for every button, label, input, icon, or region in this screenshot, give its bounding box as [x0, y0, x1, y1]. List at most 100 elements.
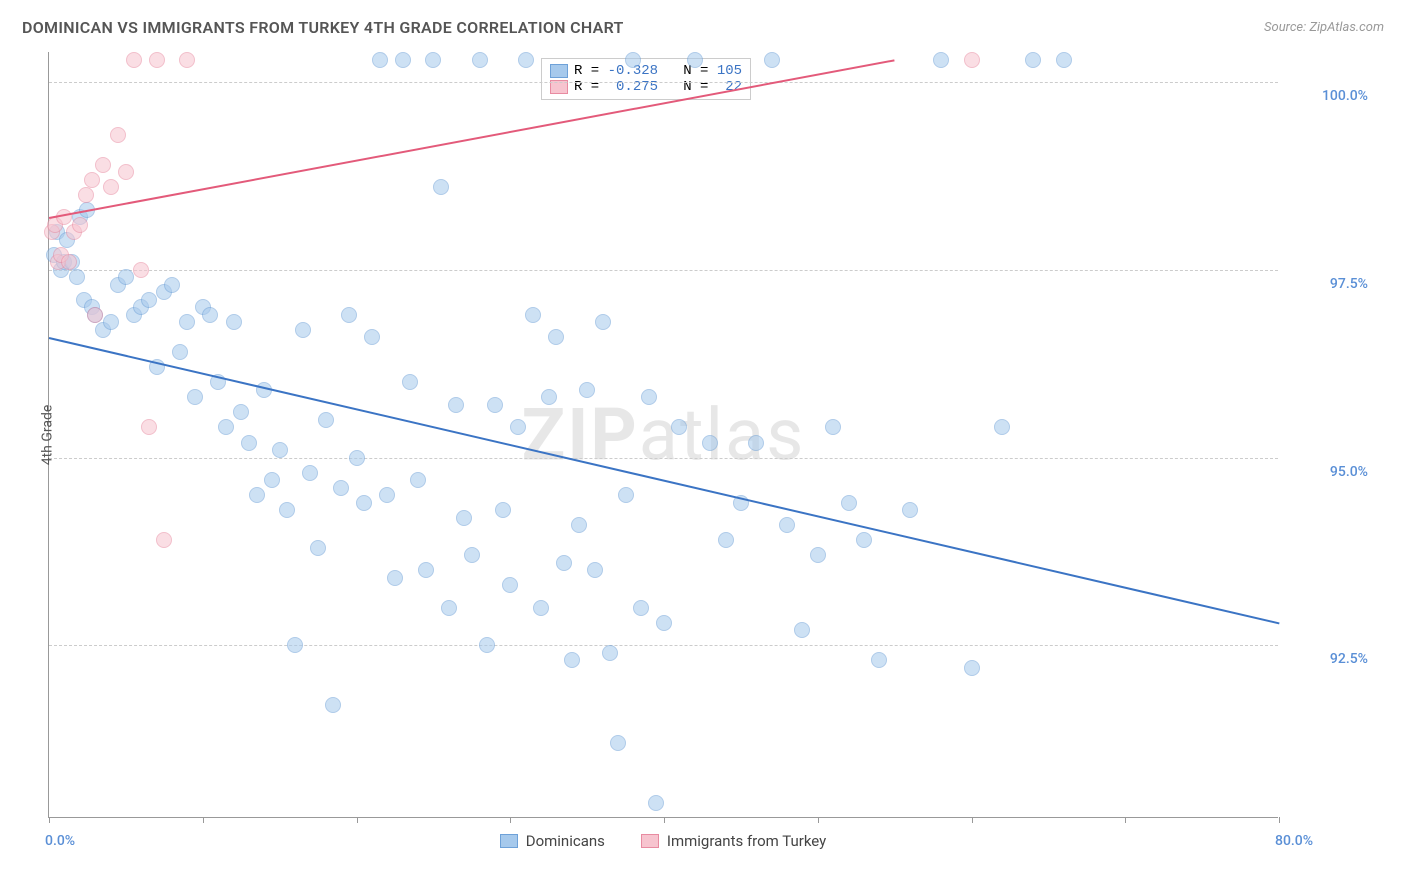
legend-swatch [500, 834, 518, 848]
data-point [687, 52, 703, 68]
data-point [579, 382, 595, 398]
data-point [779, 517, 795, 533]
data-point [556, 555, 572, 571]
data-point [456, 510, 472, 526]
data-point [433, 179, 449, 195]
gridline [49, 458, 1278, 459]
data-point [856, 532, 872, 548]
data-point [233, 404, 249, 420]
y-tick-label: 97.5% [1288, 276, 1368, 292]
data-point [441, 600, 457, 616]
data-point [541, 389, 557, 405]
gridline [49, 82, 1278, 83]
data-point [610, 735, 626, 751]
data-point [241, 435, 257, 451]
legend-swatch [641, 834, 659, 848]
data-point [1056, 52, 1072, 68]
y-tick-label: 92.5% [1288, 651, 1368, 667]
data-point [325, 697, 341, 713]
y-axis-title: 4th Grade [39, 404, 55, 465]
legend-stats: R = -0.328 N = 105 [574, 63, 742, 79]
data-point [133, 262, 149, 278]
data-point [249, 487, 265, 503]
data-point [764, 52, 780, 68]
x-tick [818, 817, 819, 823]
data-point [72, 217, 88, 233]
data-point [595, 314, 611, 330]
data-point [625, 52, 641, 68]
data-point [69, 269, 85, 285]
data-point [794, 622, 810, 638]
data-point [310, 540, 326, 556]
data-point [84, 172, 100, 188]
data-point [118, 164, 134, 180]
x-tick [49, 817, 50, 823]
data-point [103, 314, 119, 330]
y-tick-label: 100.0% [1288, 88, 1368, 104]
data-point [825, 419, 841, 435]
data-point [61, 254, 77, 270]
data-point [126, 52, 142, 68]
data-point [564, 652, 580, 668]
x-tick [664, 817, 665, 823]
data-point [364, 329, 380, 345]
data-point [748, 435, 764, 451]
data-point [56, 209, 72, 225]
data-point [618, 487, 634, 503]
data-point [994, 419, 1010, 435]
data-point [472, 52, 488, 68]
data-point [641, 389, 657, 405]
data-point [902, 502, 918, 518]
x-tick [203, 817, 204, 823]
x-tick [510, 817, 511, 823]
data-point [87, 307, 103, 323]
watermark: ZIPatlas [522, 392, 806, 477]
data-point [387, 570, 403, 586]
data-point [141, 419, 157, 435]
data-point [141, 292, 157, 308]
data-point [479, 637, 495, 653]
data-point [448, 397, 464, 413]
data-point [356, 495, 372, 511]
data-point [95, 157, 111, 173]
y-tick-label: 95.0% [1288, 464, 1368, 480]
x-tick-label: 80.0% [1275, 833, 1313, 849]
data-point [156, 532, 172, 548]
data-point [1025, 52, 1041, 68]
data-point [318, 412, 334, 428]
data-point [533, 600, 549, 616]
gridline [49, 645, 1278, 646]
data-point [333, 480, 349, 496]
data-point [110, 127, 126, 143]
data-point [525, 307, 541, 323]
data-point [871, 652, 887, 668]
data-point [633, 600, 649, 616]
data-point [78, 187, 94, 203]
data-point [464, 547, 480, 563]
data-point [164, 277, 180, 293]
series-legend: Dominicans Immigrants from Turkey [48, 832, 1278, 850]
data-point [933, 52, 949, 68]
legend-label: Immigrants from Turkey [667, 832, 826, 850]
data-point [718, 532, 734, 548]
data-point [349, 450, 365, 466]
legend-item: Dominicans [500, 832, 605, 850]
data-point [395, 52, 411, 68]
x-tick [1125, 817, 1126, 823]
data-point [179, 314, 195, 330]
data-point [841, 495, 857, 511]
legend-label: Dominicans [526, 832, 605, 850]
data-point [810, 547, 826, 563]
x-tick [1279, 817, 1280, 823]
data-point [487, 397, 503, 413]
legend-item: Immigrants from Turkey [641, 832, 826, 850]
data-point [218, 419, 234, 435]
data-point [103, 179, 119, 195]
data-point [372, 52, 388, 68]
data-point [302, 465, 318, 481]
data-point [964, 660, 980, 676]
data-point [341, 307, 357, 323]
data-point [418, 562, 434, 578]
data-point [964, 52, 980, 68]
data-point [602, 645, 618, 661]
